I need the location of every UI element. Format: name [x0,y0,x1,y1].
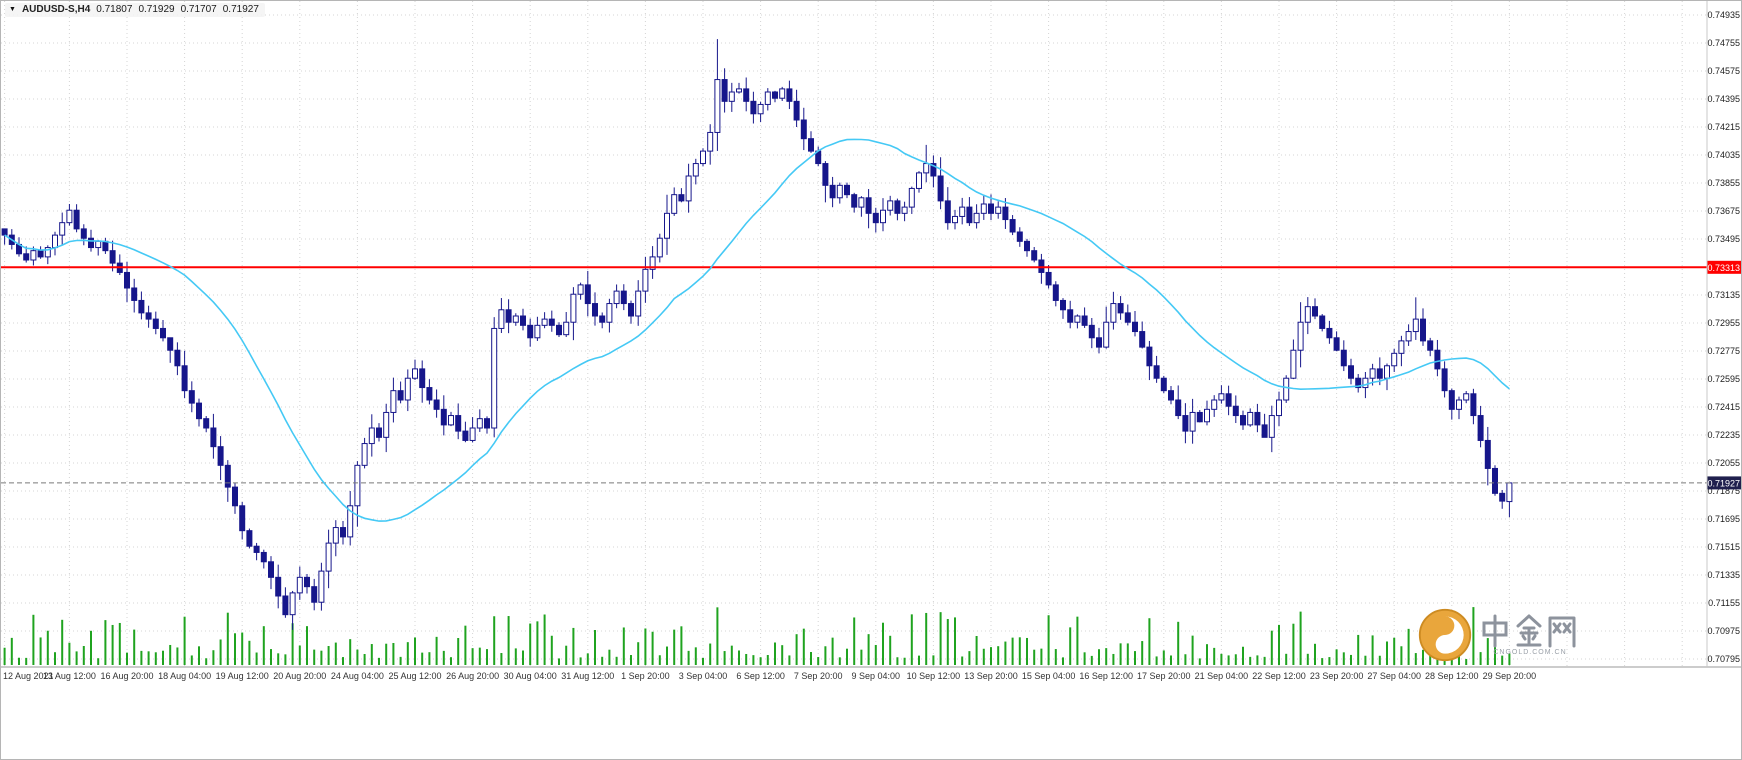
svg-text:12 Aug 2021: 12 Aug 2021 [3,671,54,681]
svg-text:0.74935: 0.74935 [1707,10,1740,20]
svg-text:0.71155: 0.71155 [1708,598,1740,608]
svg-text:0.73495: 0.73495 [1707,234,1740,244]
svg-text:17 Sep 20:00: 17 Sep 20:00 [1137,671,1191,681]
svg-text:23 Sep 20:00: 23 Sep 20:00 [1310,671,1364,681]
svg-text:16 Aug 20:00: 16 Aug 20:00 [100,671,153,681]
svg-text:0.72055: 0.72055 [1707,458,1740,468]
svg-text:27 Sep 04:00: 27 Sep 04:00 [1367,671,1421,681]
svg-text:0.74215: 0.74215 [1707,122,1740,132]
svg-text:26 Aug 20:00: 26 Aug 20:00 [446,671,499,681]
svg-text:18 Aug 04:00: 18 Aug 04:00 [158,671,211,681]
volume-bars [3,607,1511,665]
svg-text:0.74035: 0.74035 [1707,150,1740,160]
svg-text:0.72595: 0.72595 [1707,374,1740,384]
svg-text:9 Sep 04:00: 9 Sep 04:00 [852,671,901,681]
svg-text:7 Sep 20:00: 7 Sep 20:00 [794,671,843,681]
svg-text:0.74575: 0.74575 [1707,66,1740,76]
svg-text:0.73135: 0.73135 [1707,290,1740,300]
low-value: 0.71707 [180,4,217,15]
svg-text:29 Sep 20:00: 29 Sep 20:00 [1483,671,1537,681]
svg-text:31 Aug 12:00: 31 Aug 12:00 [561,671,614,681]
svg-text:0.70795: 0.70795 [1707,654,1740,664]
svg-text:13 Aug 12:00: 13 Aug 12:00 [43,671,96,681]
open-value: 0.71807 [96,4,133,15]
svg-text:0.72955: 0.72955 [1707,318,1740,328]
svg-text:28 Sep 12:00: 28 Sep 12:00 [1425,671,1479,681]
svg-text:10 Sep 12:00: 10 Sep 12:00 [907,671,961,681]
svg-text:0.71875: 0.71875 [1707,486,1740,496]
svg-text:0.72415: 0.72415 [1707,402,1740,412]
svg-text:0.72235: 0.72235 [1707,430,1740,440]
svg-text:0.71695: 0.71695 [1707,514,1740,524]
symbol-timeframe-label: AUDUSD-S,H4 [21,4,91,15]
svg-text:25 Aug 12:00: 25 Aug 12:00 [388,671,441,681]
svg-text:0.74755: 0.74755 [1707,38,1740,48]
svg-text:0.71927: 0.71927 [1707,478,1740,488]
svg-text:15 Sep 04:00: 15 Sep 04:00 [1022,671,1076,681]
symbol-ohlc-bar: ▼ AUDUSD-S,H4 0.71807 0.71929 0.71707 0.… [5,3,265,17]
axis-frame [1,1,1741,668]
svg-text:0.70975: 0.70975 [1707,626,1740,636]
price-badges: 0.73313 0.71927 [1707,260,1741,490]
svg-text:0.73313: 0.73313 [1707,263,1740,273]
horizontal-price-lines [1,266,1707,484]
svg-text:13 Sep 20:00: 13 Sep 20:00 [964,671,1018,681]
high-value: 0.71929 [138,4,175,15]
close-value: 0.71927 [222,4,259,15]
moving-average-line [4,138,1510,522]
svg-text:0.73675: 0.73675 [1707,206,1740,216]
svg-text:0.73855: 0.73855 [1707,178,1740,188]
svg-text:3 Sep 04:00: 3 Sep 04:00 [679,671,728,681]
svg-text:0.71335: 0.71335 [1707,570,1740,580]
svg-text:19 Aug 12:00: 19 Aug 12:00 [216,671,269,681]
symbol-dropdown-icon[interactable]: ▼ [9,5,16,13]
svg-text:0.74395: 0.74395 [1707,94,1740,104]
candles [1,39,1513,630]
svg-text:24 Aug 04:00: 24 Aug 04:00 [331,671,384,681]
svg-text:30 Aug 04:00: 30 Aug 04:00 [504,671,557,681]
svg-text:20 Aug 20:00: 20 Aug 20:00 [273,671,326,681]
svg-text:21 Sep 04:00: 21 Sep 04:00 [1195,671,1249,681]
svg-text:0.72775: 0.72775 [1707,346,1740,356]
svg-text:0.71515: 0.71515 [1707,542,1740,552]
svg-text:6 Sep 12:00: 6 Sep 12:00 [736,671,785,681]
svg-text:1 Sep 20:00: 1 Sep 20:00 [621,671,670,681]
svg-text:16 Sep 12:00: 16 Sep 12:00 [1079,671,1133,681]
svg-text:22 Sep 12:00: 22 Sep 12:00 [1252,671,1306,681]
